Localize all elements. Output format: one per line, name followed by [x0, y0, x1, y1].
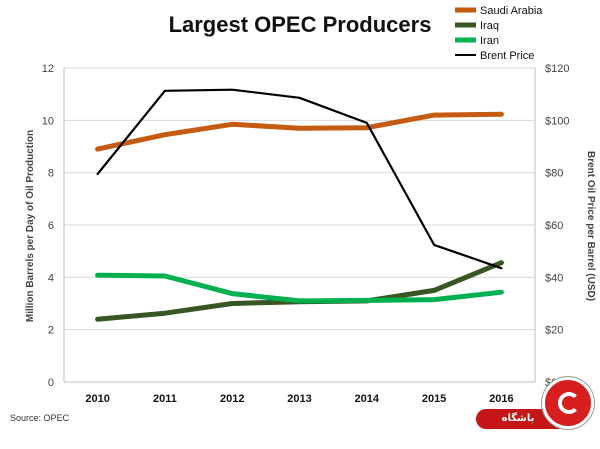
- y-tick-label: 0: [48, 377, 54, 389]
- y2-tick-label: $40: [545, 272, 563, 284]
- x-tick-label: 2013: [287, 393, 311, 405]
- legend-label: Iraq: [480, 20, 499, 32]
- x-tick-label: 2014: [355, 393, 380, 405]
- y-tick-label: 4: [48, 272, 54, 284]
- chart-title: Largest OPEC Producers: [169, 12, 432, 37]
- legend-label: Brent Price: [480, 50, 534, 62]
- legend-label: Saudi Arabia: [480, 5, 543, 17]
- y-tick-label: 8: [48, 168, 54, 180]
- x-tick-label: 2012: [220, 393, 244, 405]
- y-tick-label: 2: [48, 325, 54, 337]
- y-tick-label: 6: [48, 220, 54, 232]
- x-tick-label: 2011: [153, 393, 177, 405]
- y-tick-label: 10: [42, 115, 54, 127]
- x-tick-label: 2010: [85, 393, 109, 405]
- legend-label: Iran: [480, 35, 499, 47]
- y2-tick-label: $120: [545, 63, 569, 75]
- y2-axis-label: Brent Oil Price per Barrel (USD): [585, 151, 596, 301]
- series-line-iraq: [95, 260, 504, 322]
- watermark-badge: باشگاه خبرنگاران: [472, 377, 600, 444]
- x-tick-label: 2015: [422, 393, 446, 405]
- series-line-saudi-arabia: [95, 111, 504, 152]
- x-tick-label: 2016: [489, 393, 513, 405]
- watermark-logo-icon: [542, 377, 594, 429]
- series-line-brent-price: [96, 88, 503, 270]
- y2-tick-label: $100: [545, 115, 569, 127]
- y-tick-label: 12: [42, 63, 54, 75]
- y2-tick-label: $80: [545, 168, 563, 180]
- series-line-iran: [95, 272, 504, 304]
- y-axis-label: Million Barrels per Day of Oil Productio…: [25, 130, 36, 322]
- source-note: Source: OPEC: [10, 413, 70, 423]
- y2-tick-label: $60: [545, 220, 563, 232]
- y2-tick-label: $20: [545, 325, 563, 337]
